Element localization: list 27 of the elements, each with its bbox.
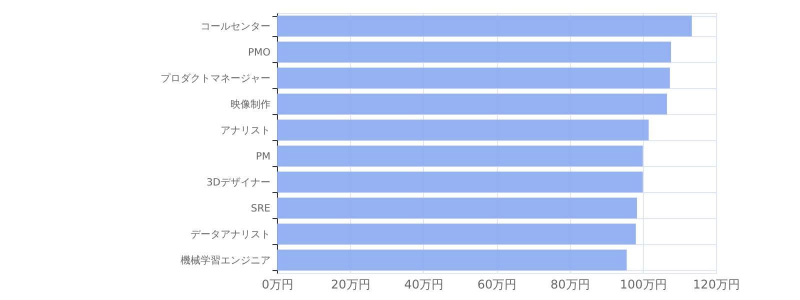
x-tick-label: 80万円	[550, 278, 590, 292]
y-tick-label: 3Dデザイナー	[206, 178, 270, 188]
bar	[277, 172, 643, 192]
x-tick-label: 40万円	[404, 278, 444, 292]
bar	[277, 146, 643, 166]
bar	[277, 42, 672, 62]
x-tick-label: 0万円	[262, 278, 294, 292]
x-tick-label: 20万円	[331, 278, 370, 292]
bar	[277, 224, 636, 244]
x-tick-label: 120万円	[693, 278, 740, 292]
bar	[277, 120, 649, 140]
y-tick-label: プロダクトマネージャー	[160, 72, 270, 84]
y-tick-label: PM	[256, 152, 270, 162]
bar	[277, 16, 692, 36]
bar	[277, 94, 667, 114]
x-tick-label: 100万円	[620, 278, 667, 292]
y-tick-label: 機械学習エンジニア	[180, 254, 270, 266]
bar	[277, 198, 637, 218]
y-tick-label: アナリスト	[220, 126, 270, 136]
y-tick-label: PMO	[248, 48, 271, 58]
x-tick-label: 60万円	[477, 278, 517, 292]
y-tick-label: データアナリスト	[190, 230, 270, 240]
bar	[277, 250, 627, 270]
bar	[277, 68, 670, 88]
y-tick-label: 映像制作	[230, 98, 270, 110]
y-tick-label: コールセンター	[200, 22, 270, 32]
y-tick-label: SRE	[250, 204, 270, 214]
